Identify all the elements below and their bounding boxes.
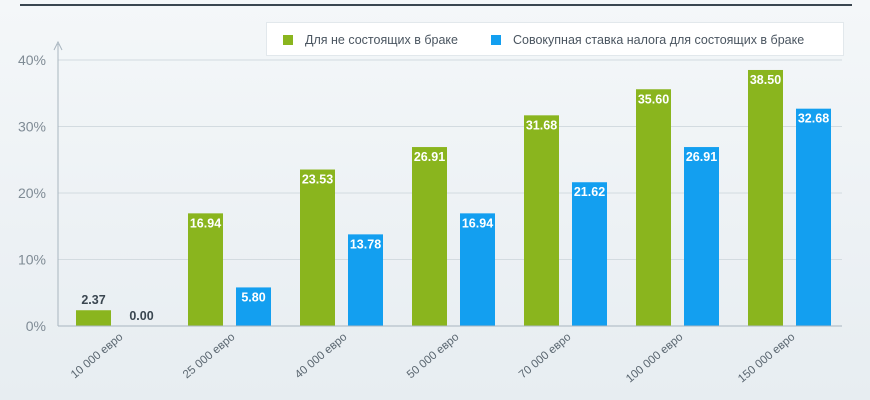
bar-single bbox=[636, 89, 671, 326]
bar-single bbox=[524, 115, 559, 326]
data-label: 38.50 bbox=[750, 73, 781, 87]
legend-label-single: Для не состоящих в браке bbox=[305, 33, 458, 47]
data-label: 32.68 bbox=[798, 112, 829, 126]
bar-married bbox=[460, 213, 495, 326]
legend-swatch-single bbox=[283, 35, 293, 45]
x-tick-label: 10 000 евро bbox=[69, 331, 125, 381]
x-tick-label: 150 000 евро bbox=[736, 331, 797, 385]
bar-married bbox=[796, 108, 831, 326]
data-label: 23.53 bbox=[302, 173, 333, 187]
x-tick-label: 25 000 евро bbox=[181, 331, 237, 381]
x-tick-label: 40 000 евро bbox=[293, 331, 349, 381]
data-label: 26.91 bbox=[686, 150, 717, 164]
y-tick-label: 10% bbox=[18, 252, 46, 268]
data-label: 13.78 bbox=[350, 237, 381, 251]
data-label: 0.00 bbox=[129, 309, 153, 323]
top-rule bbox=[20, 4, 852, 6]
bar-single bbox=[76, 310, 111, 326]
y-tick-label: 0% bbox=[26, 318, 46, 334]
bar-married bbox=[572, 182, 607, 326]
bar-married bbox=[348, 234, 383, 326]
data-label: 26.91 bbox=[414, 150, 445, 164]
legend: Для не состоящих в браке Совокупная став… bbox=[266, 22, 844, 56]
bar-married bbox=[684, 147, 719, 326]
x-tick-label: 70 000 евро bbox=[517, 331, 573, 381]
bar-single bbox=[748, 69, 783, 326]
x-tick-label: 50 000 евро bbox=[405, 331, 461, 381]
legend-swatch-married bbox=[491, 35, 501, 45]
legend-label-married: Совокупная ставка налога для состоящих в… bbox=[513, 33, 805, 47]
y-tick-label: 30% bbox=[18, 119, 46, 135]
data-label: 5.80 bbox=[241, 290, 265, 304]
data-label: 16.94 bbox=[190, 216, 221, 230]
data-label: 2.37 bbox=[81, 293, 105, 307]
x-tick-label: 100 000 евро bbox=[624, 331, 685, 385]
bar-married bbox=[236, 287, 271, 326]
y-tick-label: 20% bbox=[18, 185, 46, 201]
bar-single bbox=[188, 213, 223, 326]
data-label: 31.68 bbox=[526, 118, 557, 132]
bar-single bbox=[412, 147, 447, 326]
y-axis-arrow-icon bbox=[53, 40, 63, 51]
bar-single bbox=[300, 169, 335, 326]
data-label: 16.94 bbox=[462, 216, 493, 230]
data-label: 21.62 bbox=[574, 185, 605, 199]
data-label: 35.60 bbox=[638, 92, 669, 106]
y-tick-label: 40% bbox=[18, 52, 46, 68]
